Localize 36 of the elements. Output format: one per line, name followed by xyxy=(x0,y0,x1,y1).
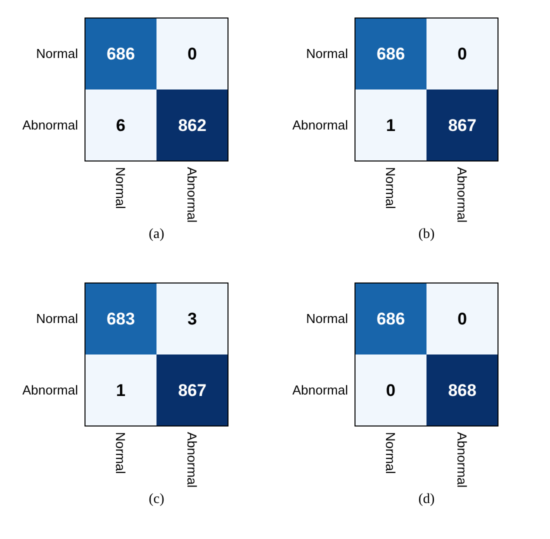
x-tick-label: Abnormal xyxy=(454,167,470,223)
data-label: 0 xyxy=(458,309,467,328)
data-label: 0 xyxy=(188,44,197,64)
text: (c) xyxy=(148,492,165,507)
y-tick-label: Abnormal xyxy=(22,382,78,398)
y-tick-label: Abnormal xyxy=(292,117,348,132)
text: (d) xyxy=(418,492,435,507)
y-tick-label: Normal xyxy=(306,46,348,61)
y-tick-label: Abnormal xyxy=(22,117,78,132)
data-label: 3 xyxy=(188,309,197,328)
data-label: 1 xyxy=(386,116,396,135)
data-label: 867 xyxy=(448,116,476,135)
data-label: 0 xyxy=(458,44,467,64)
x-tick-label: Abnormal xyxy=(454,432,470,488)
data-label: 686 xyxy=(106,44,135,64)
x-tick-label: Normal xyxy=(113,432,128,474)
text: (b) xyxy=(418,227,435,242)
data-label: 868 xyxy=(448,380,476,400)
y-tick-label: Normal xyxy=(306,310,348,326)
x-tick-label: Abnormal xyxy=(184,432,200,488)
x-tick-label: Normal xyxy=(383,432,398,474)
y-tick-label: Normal xyxy=(36,46,78,61)
y-tick-label: Normal xyxy=(36,310,78,326)
data-label: 683 xyxy=(106,309,135,328)
x-tick-label: Abnormal xyxy=(184,167,200,223)
data-label: 686 xyxy=(376,309,405,328)
data-label: 867 xyxy=(178,380,206,400)
data-label: 0 xyxy=(386,380,396,400)
y-tick-label: Abnormal xyxy=(292,382,348,398)
data-label: 1 xyxy=(116,380,126,400)
x-tick-label: Normal xyxy=(383,167,398,210)
x-tick-label: Normal xyxy=(113,167,128,210)
text: (a) xyxy=(148,227,165,242)
data-label: 6 xyxy=(116,116,126,135)
data-label: 862 xyxy=(178,116,206,135)
data-label: 686 xyxy=(376,44,405,64)
